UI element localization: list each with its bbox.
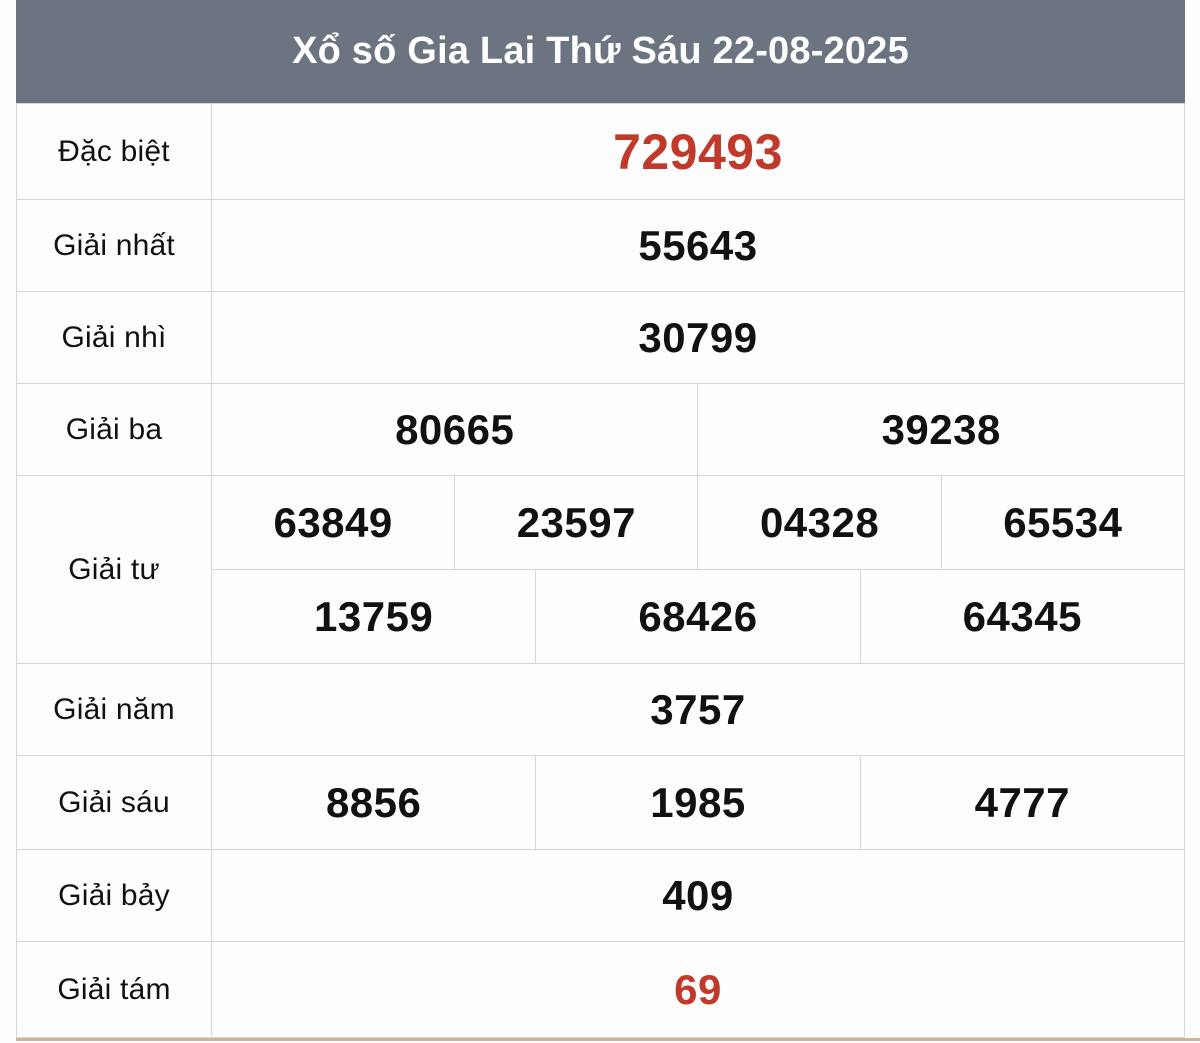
- prize-label-eighth: Giải tám: [16, 941, 212, 1038]
- prize-value-sixth-2: 4777: [859, 755, 1186, 850]
- prize-label-fourth: Giải tư: [16, 475, 212, 664]
- prize-value-fourth-2: 04328: [697, 475, 942, 570]
- prize-value-eighth-0: 69: [211, 941, 1185, 1038]
- prize-value-second-0: 30799: [211, 291, 1185, 384]
- table-row-third-prize: Giải ba 80665 39238: [16, 383, 1185, 476]
- lottery-results-table: Đặc biệt 729493 Giải nhất 55643 Giải nhì…: [16, 103, 1186, 1038]
- prize-value-fourth-4: 13759: [210, 569, 537, 664]
- table-row-special-prize: Đặc biệt 729493: [16, 103, 1185, 200]
- prize-value-sixth-1: 1985: [535, 755, 861, 850]
- prize-value-fourth-3: 65534: [940, 475, 1186, 570]
- prize-value-fourth-6: 64345: [859, 569, 1186, 664]
- prize-value-first-0: 55643: [211, 199, 1185, 292]
- table-row-fifth-prize: Giải năm 3757: [16, 663, 1185, 756]
- prize-value-sixth-0: 8856: [210, 755, 537, 850]
- prize-value-fourth-0: 63849: [210, 475, 456, 570]
- prize-label-first: Giải nhất: [16, 199, 212, 292]
- page-title: Xổ số Gia Lai Thứ Sáu 22-08-2025: [16, 0, 1185, 103]
- prize-label-sixth: Giải sáu: [16, 755, 212, 850]
- table-row-second-prize: Giải nhì 30799: [16, 291, 1185, 384]
- prize-value-third-0: 80665: [210, 383, 699, 476]
- prize-value-seventh-0: 409: [211, 849, 1185, 942]
- prize-value-fourth-5: 68426: [535, 569, 861, 664]
- prize-value-fifth-0: 3757: [211, 663, 1185, 756]
- table-row-eighth-prize: Giải tám 69: [16, 941, 1185, 1038]
- prize-label-fifth: Giải năm: [16, 663, 212, 756]
- table-row-fourth-prize-b: 13759 68426 64345: [17, 569, 1186, 664]
- prize-value-fourth-1: 23597: [454, 475, 699, 570]
- prize-label-special: Đặc biệt: [16, 103, 212, 200]
- prize-label-third: Giải ba: [16, 383, 212, 476]
- prize-value-special-0: 729493: [211, 103, 1185, 200]
- prize-label-seventh: Giải bảy: [16, 849, 212, 942]
- table-row-seventh-prize: Giải bảy 409: [16, 849, 1185, 942]
- prize-value-third-1: 39238: [697, 383, 1185, 476]
- table-row-sixth-prize: Giải sáu 8856 1985 4777: [16, 755, 1186, 850]
- table-row-first-prize: Giải nhất 55643: [16, 199, 1185, 292]
- prize-label-second: Giải nhì: [16, 291, 212, 384]
- table-row-fourth-prize-a: Giải tư 63849 23597 04328 65534: [16, 475, 1186, 664]
- bottom-divider: [16, 1038, 1200, 1041]
